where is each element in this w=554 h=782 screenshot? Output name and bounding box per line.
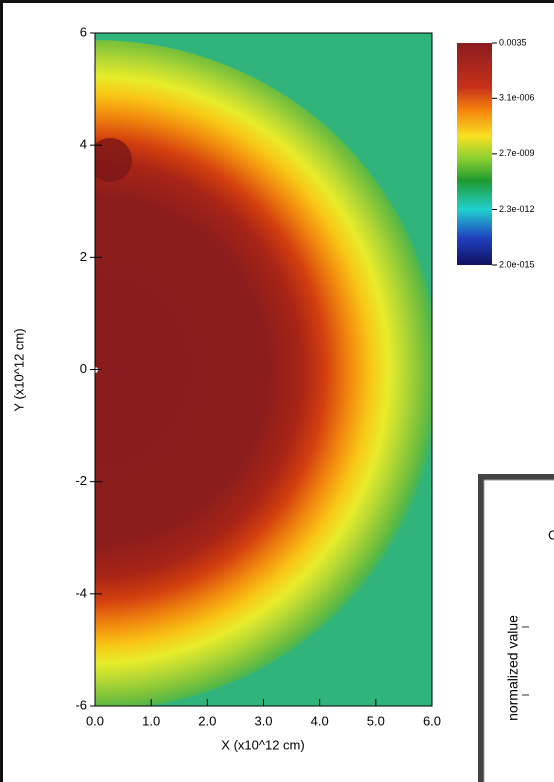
y-tick-label: 4 [80,137,87,152]
x-tick-label: 6.0 [423,713,441,728]
x-tick-label: 4.0 [311,713,329,728]
field [0,33,440,710]
x-tick-label: 1.0 [142,713,160,728]
chart: X (x10^12 cm) Y (x10^12 cm) C normalized… [0,0,554,782]
x-tick-label: 0.0 [86,713,104,728]
frame-left [0,0,3,782]
y-tick-label: 6 [80,24,87,39]
colorbar [457,43,492,265]
overlay-y-label: normalized value [505,615,521,721]
colorbar-tick-label: 3.1e-006 [499,93,535,103]
x-tick-label: 5.0 [367,713,385,728]
colorbar-tick-label: 2.0e-015 [499,259,535,269]
colorbar-tick-label: 0.0035 [499,37,527,47]
y-tick-label: -2 [75,473,87,488]
y-tick-label: -6 [75,697,87,712]
y-tick-label: -4 [75,585,87,600]
y-tick-label: 0 [80,361,87,376]
y-tick-label: 2 [80,249,87,264]
x-axis-label: X (x10^12 cm) [221,737,304,752]
overlay-glyph: C [548,527,554,542]
x-tick-label: 2.0 [198,713,216,728]
y-axis-label: Y (x10^12 cm) [11,328,26,411]
page: {"chart_data": {"type": "heatmap", "xlab… [0,0,554,782]
colorbar-tick-label: 2.3e-012 [499,204,535,214]
frame-top [0,0,554,3]
colorbar-tick-label: 2.7e-009 [499,148,535,158]
x-tick-label: 3.0 [254,713,272,728]
overlay-window: C normalized value [478,474,554,782]
